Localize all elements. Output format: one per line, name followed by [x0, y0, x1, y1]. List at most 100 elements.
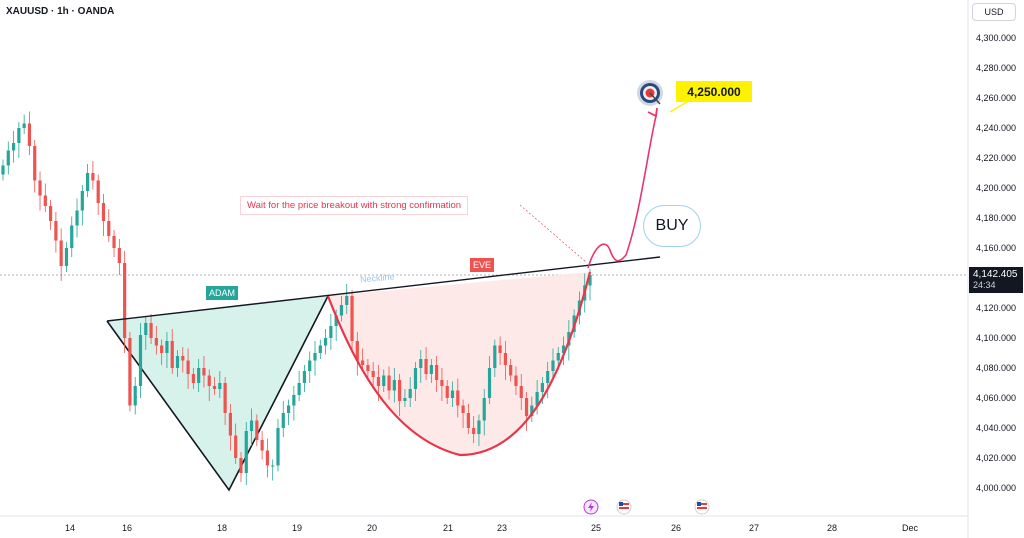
candle-body: [345, 296, 349, 305]
candle-body: [181, 356, 185, 361]
candle-body: [366, 365, 370, 371]
candle-body: [546, 371, 550, 383]
candle-body: [477, 420, 481, 434]
candle-body: [101, 203, 106, 221]
candle-body: [450, 390, 455, 398]
x-tick-label: 20: [367, 523, 377, 533]
last-price-value: 4,142.405: [973, 269, 1018, 280]
y-tick-label: 4,060.000: [976, 393, 1016, 403]
candle-body: [551, 360, 555, 371]
eve-curve: [326, 271, 592, 457]
x-tick-label: 26: [671, 523, 681, 533]
target-price-label[interactable]: 4,250.000: [676, 81, 752, 102]
adam-label[interactable]: ADAM: [206, 286, 239, 300]
y-tick-label: 4,080.000: [976, 363, 1016, 373]
neckline: [106, 256, 661, 322]
candle-body: [361, 360, 365, 365]
candle-body: [588, 275, 592, 286]
candle-body: [292, 395, 296, 406]
candle-body: [286, 405, 291, 413]
candle-body: [323, 338, 328, 346]
candle-body: [212, 386, 217, 389]
candle-body: [96, 180, 100, 203]
candle-body: [165, 341, 169, 353]
y-tick-label: 4,180.000: [976, 213, 1016, 223]
note-pointer: [519, 204, 587, 263]
candle-body: [387, 375, 391, 391]
breakout-note[interactable]: Wait for the price breakout with strong …: [240, 196, 469, 215]
us-flag-icon[interactable]: [694, 499, 710, 515]
candle-body: [202, 368, 206, 376]
eve-label[interactable]: EVE: [470, 258, 495, 272]
candle-body: [207, 375, 211, 386]
candle-body: [154, 338, 158, 346]
candle-body: [350, 296, 354, 341]
candle-body: [38, 180, 42, 196]
price-axis[interactable]: 4,300.000 4,280.000 4,260.000 4,240.000 4,22…: [976, 33, 1016, 493]
candle-body: [329, 326, 333, 338]
candle-body: [271, 465, 275, 467]
candle-body: [371, 371, 375, 377]
adam-sides: [106, 295, 329, 492]
candle-body: [482, 398, 486, 421]
candle-body: [59, 240, 63, 266]
symbol-title[interactable]: XAUUSD · 1h · OANDA: [6, 6, 115, 17]
candle-body: [493, 345, 497, 368]
candle-body: [556, 353, 560, 361]
us-flag-icon[interactable]: [616, 499, 632, 515]
candle-body: [75, 210, 79, 226]
buy-bubble[interactable]: BUY: [643, 205, 701, 247]
candle-body: [519, 386, 523, 398]
x-tick-label: 23: [497, 523, 507, 533]
candle-body: [265, 450, 270, 466]
y-tick-label: 4,300.000: [976, 33, 1016, 43]
candle-body: [249, 420, 254, 431]
candle-body: [514, 375, 518, 386]
candle-body: [498, 345, 502, 353]
candle-body: [64, 248, 69, 266]
candle-body: [22, 123, 26, 128]
time-axis[interactable]: 14 16 18 19 20 21 23 25 26 27 28 Dec: [65, 523, 919, 533]
y-tick-label: 4,160.000: [976, 243, 1016, 253]
y-tick-label: 4,000.000: [976, 483, 1016, 493]
candle-body: [70, 225, 74, 248]
lightning-icon[interactable]: [583, 499, 599, 515]
candle-body: [276, 428, 280, 466]
candle-body: [1, 165, 5, 175]
candle-body: [144, 323, 148, 335]
candle-body: [107, 221, 111, 236]
candle-body: [339, 305, 344, 316]
candle-body: [218, 383, 222, 389]
y-tick-label: 4,200.000: [976, 183, 1016, 193]
candle-body: [530, 405, 534, 416]
candle-body: [398, 380, 402, 401]
candle-body: [424, 359, 428, 374]
candle-body: [308, 360, 312, 371]
candle-body: [48, 206, 53, 221]
candle-body: [435, 365, 439, 380]
candle-body: [318, 345, 322, 353]
x-tick-label: Dec: [902, 523, 919, 533]
x-tick-label: 28: [827, 523, 837, 533]
x-tick-label: 14: [65, 523, 75, 533]
bar-countdown: 24:34: [973, 280, 996, 290]
candle-body: [160, 345, 164, 353]
x-tick-label: 16: [122, 523, 132, 533]
candle-body: [376, 377, 381, 386]
currency-button[interactable]: USD: [972, 3, 1016, 21]
y-tick-label: 4,260.000: [976, 93, 1016, 103]
target-icon: [637, 80, 663, 106]
candle-body: [223, 383, 227, 413]
candle-body: [472, 428, 476, 434]
adam-fill: [107, 296, 328, 490]
candle-body: [392, 380, 396, 391]
candle-body: [281, 413, 285, 428]
candle-body: [128, 338, 132, 406]
candle-body: [260, 440, 264, 451]
x-tick-label: 25: [591, 523, 601, 533]
candle-body: [91, 173, 95, 181]
candle-body: [33, 146, 37, 181]
x-tick-label: 21: [443, 523, 453, 533]
candle-body: [403, 398, 407, 401]
